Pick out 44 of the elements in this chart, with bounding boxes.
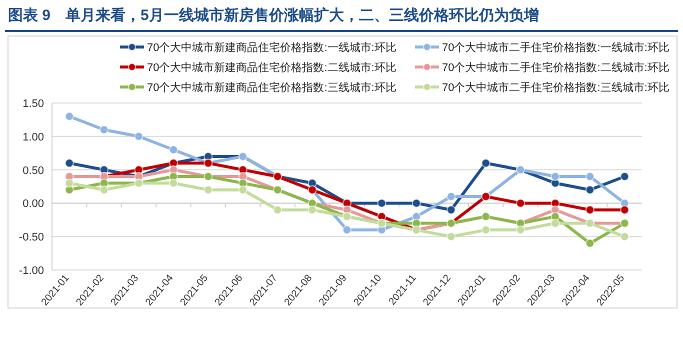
y-tick-label: 0.50 [22,164,44,177]
point [273,205,282,214]
point [168,145,178,154]
point [446,232,456,242]
point [585,238,594,248]
point [64,178,74,188]
legend-label: 70个大中城市新建商品住宅价格指数:一线城市:环比 [147,41,396,54]
legend-label: 70个大中城市二手住宅价格指数:二线城市:环比 [442,61,670,74]
y-tick-label: 1.00 [22,131,44,144]
point [446,205,456,214]
point [516,225,526,234]
point [446,192,456,202]
legend-label: 70个大中城市新建商品住宅价格指数:二线城市:环比 [147,61,396,74]
point [550,172,560,181]
point [620,205,630,214]
point [100,185,109,194]
point [342,225,352,234]
y-tick-label: 0.00 [22,198,44,210]
point [516,198,526,208]
chart-title: 图表 9 单月来看，5月一线城市新房售价涨幅扩大，二、三线价格环比仍为负增 [8,6,539,24]
point [481,158,490,168]
point [585,185,594,194]
point [481,225,490,234]
point [620,172,630,181]
point [620,232,630,242]
point [168,178,178,188]
point [377,198,386,208]
y-tick-label: -0.50 [18,232,44,244]
y-tick-label: 1.50 [22,98,44,110]
point [412,198,421,208]
point [64,158,74,168]
point [308,205,317,214]
legend-label: 70个大中城市二手住宅价格指数:三线城市:环比 [442,81,670,94]
point [134,132,144,141]
point [585,172,594,181]
legend-label: 70个大中城市二手住宅价格指数:一线城市:环比 [442,41,670,54]
point [204,185,213,194]
y-tick-label: -1.00 [18,265,44,277]
point [64,112,74,121]
point [100,125,109,134]
point [585,205,594,214]
point [550,218,560,228]
point [238,185,248,194]
legend-label: 70个大中城市新建商品住宅价格指数:三线城市:环比 [147,81,396,94]
